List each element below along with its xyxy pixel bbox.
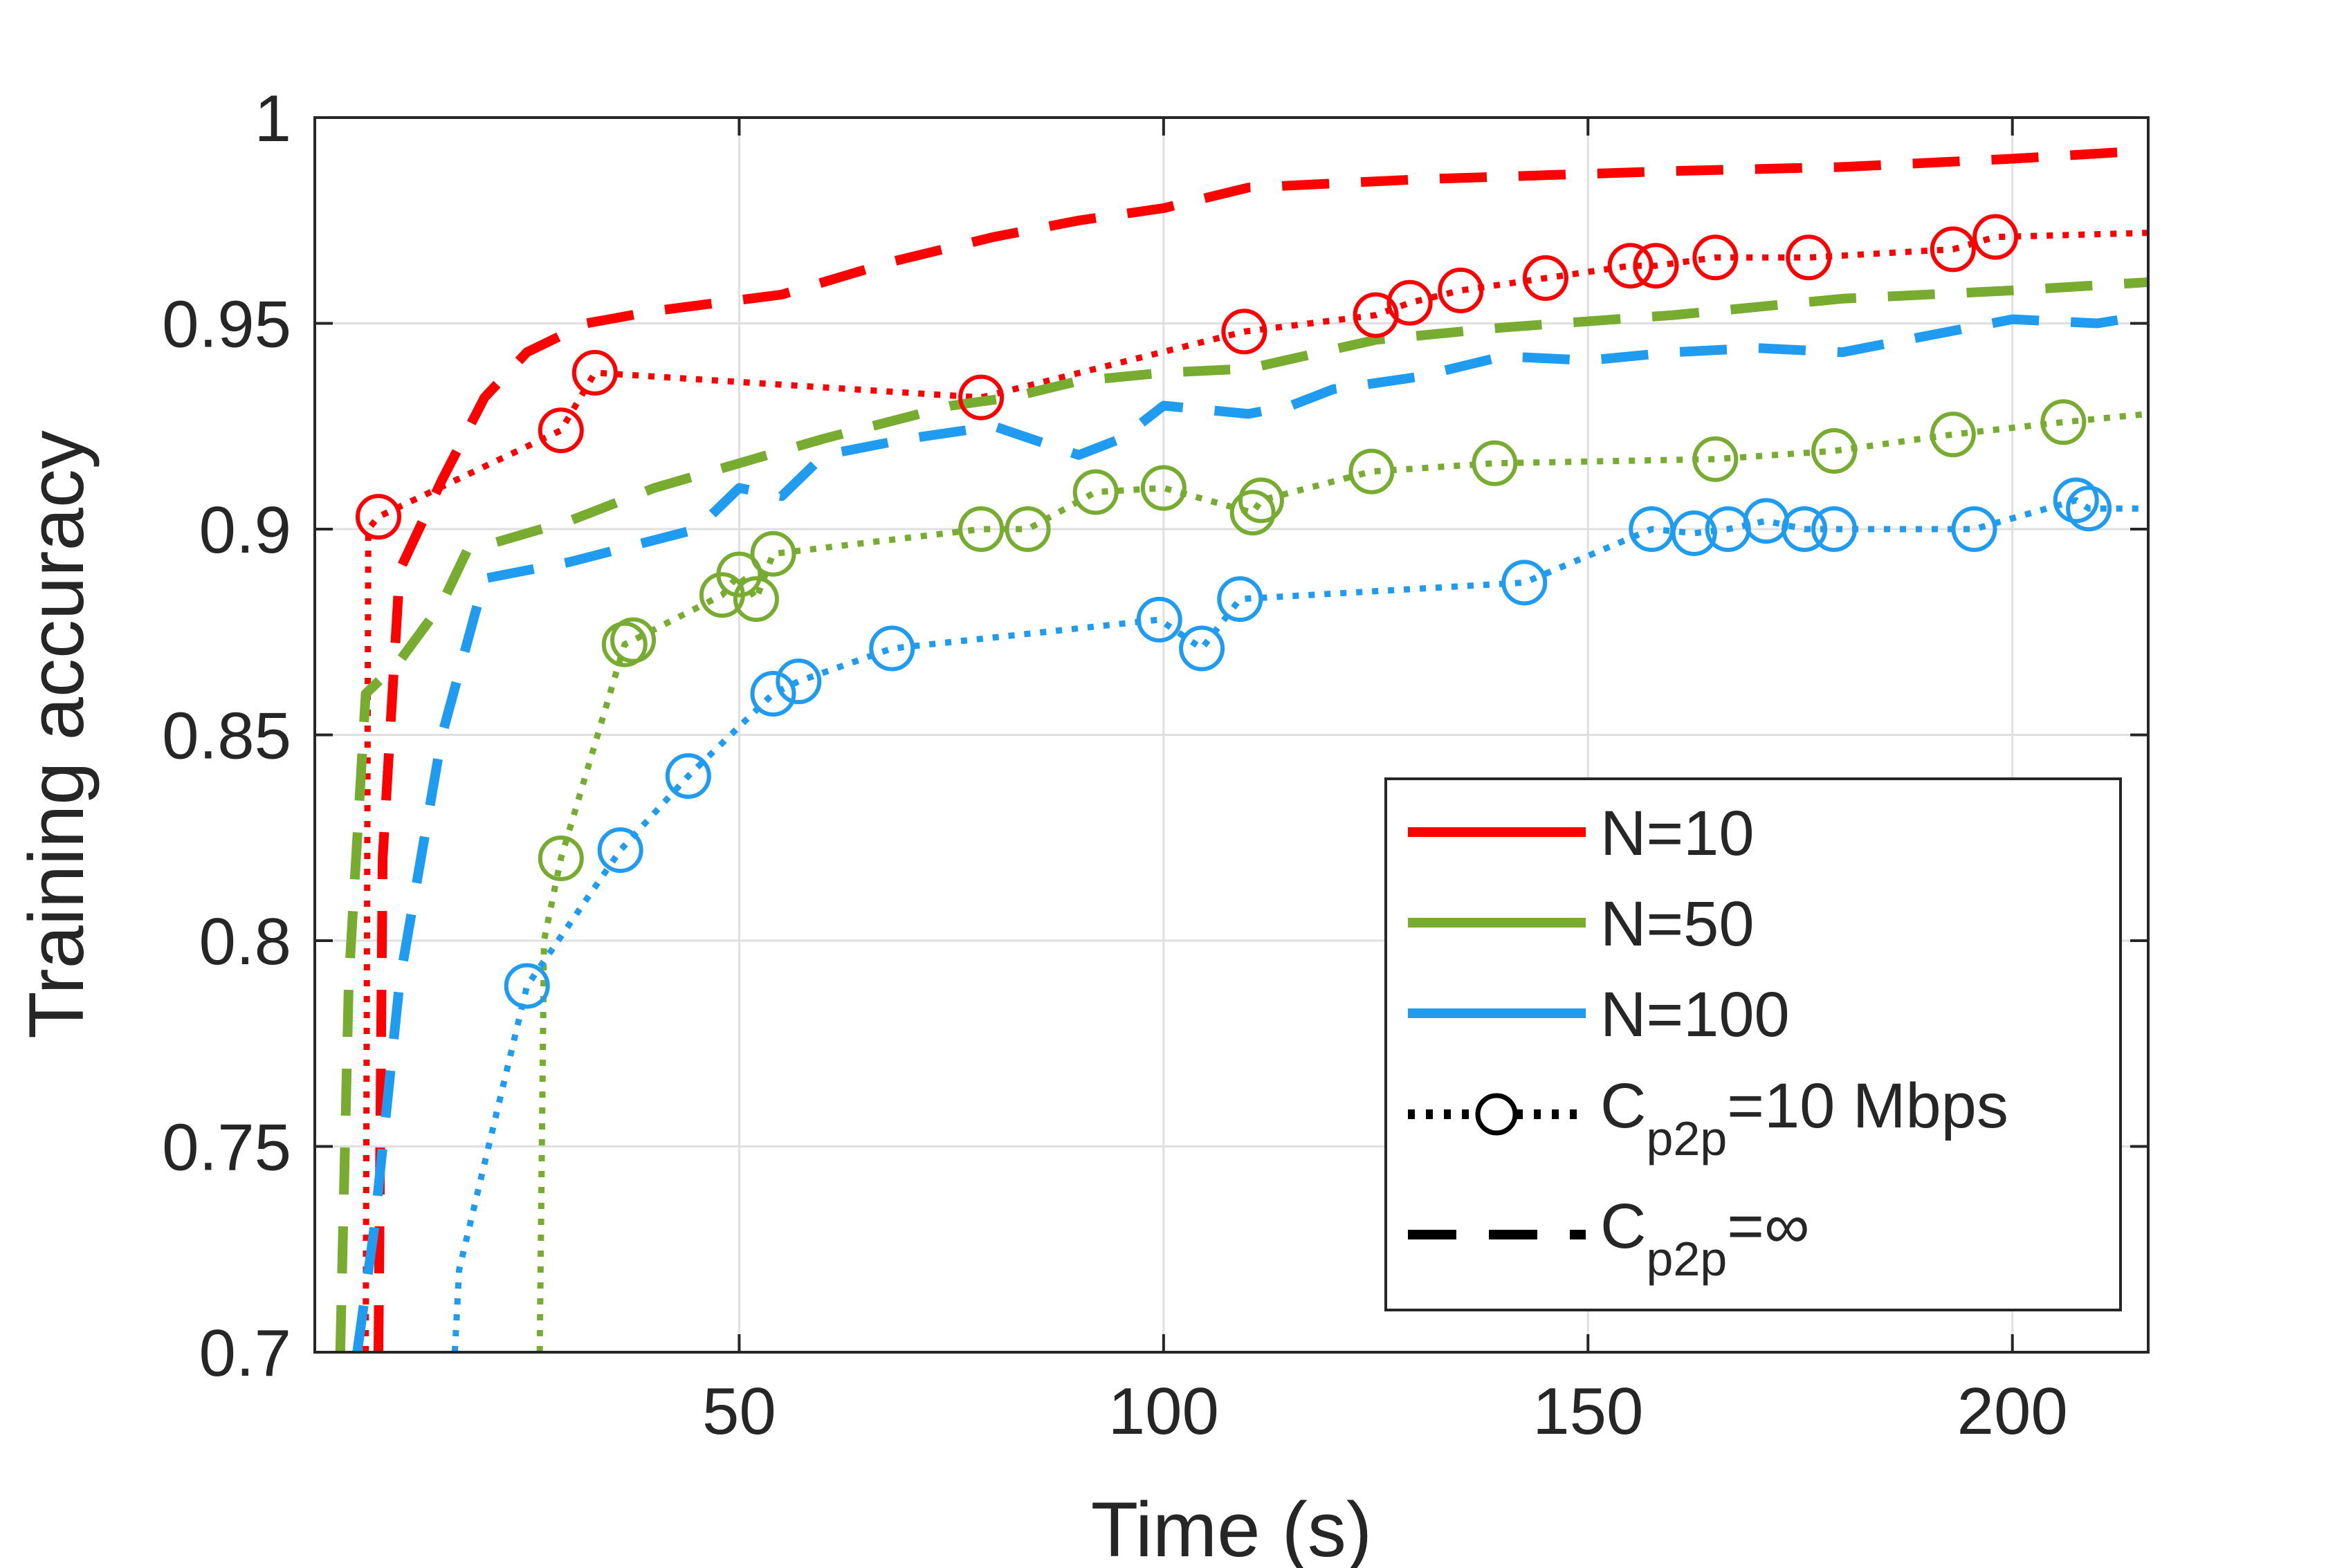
data-point-marker [1951, 506, 1997, 552]
y-tick-label: 0.95 [162, 288, 291, 362]
data-point-marker [538, 407, 584, 454]
data-point-marker [597, 827, 643, 874]
legend-label-cp2p-inf: Cp2p=∞ [1600, 1191, 1810, 1286]
legend-cp2p-inf-c: C [1600, 1191, 1646, 1262]
data-point-marker [665, 753, 711, 799]
y-tick-label: 0.7 [199, 1316, 291, 1390]
series-line-3 [536, 410, 2148, 1352]
data-point-marker [1229, 490, 1276, 536]
y-tick-label: 0.8 [199, 905, 291, 979]
legend-label-cp2p-10mbps: Cp2p=10 Mbps [1600, 1071, 2008, 1165]
legend-box [1384, 777, 2122, 1311]
data-point-marker [2053, 477, 2099, 524]
data-point-marker [1692, 436, 1739, 482]
data-point-marker [1136, 596, 1182, 643]
data-point-marker [571, 349, 618, 396]
data-point-marker [1217, 576, 1263, 622]
data-point-marker [1072, 469, 1119, 515]
legend-cp2p-10-suffix: =10 Mbps [1727, 1071, 2008, 1141]
series-line-0 [374, 145, 2148, 1352]
legend-cp2p-inf-sub: p2p [1646, 1232, 1727, 1286]
data-point-marker [1179, 625, 1225, 672]
x-axis-label: Time (s) [1091, 1486, 1372, 1568]
data-point-marker [1786, 234, 1832, 281]
series-lines [335, 145, 2148, 1352]
data-point-marker [1348, 448, 1395, 495]
data-point-marker [1472, 440, 1518, 486]
y-tick-label: 1 [255, 82, 291, 156]
series-line-1 [363, 230, 2148, 1352]
data-point-marker [1972, 214, 2019, 260]
data-point-marker [1438, 267, 1484, 313]
series-line-4 [352, 310, 2148, 1352]
data-point-marker [504, 963, 550, 1009]
data-point-marker [1692, 234, 1739, 281]
legend-label-n100: N=100 [1600, 979, 1790, 1050]
y-axis-label: Training accuracy [13, 430, 100, 1039]
legend: N=10 N=50 N=100 Cp2p=10 Mbps Cp2p=∞ [1384, 777, 2122, 1311]
legend-cp2p-10-sub: p2p [1646, 1112, 1727, 1165]
data-point-marker [1633, 243, 1679, 289]
legend-swatch-circle-marker [1475, 1093, 1518, 1136]
data-point-marker [1930, 226, 1976, 273]
data-point-marker [750, 671, 796, 717]
data-point-marker [750, 531, 796, 577]
data-point-marker [1930, 412, 1976, 458]
data-point-marker [538, 836, 584, 881]
data-point-marker [2066, 486, 2112, 532]
x-tick-label: 150 [1532, 1374, 1643, 1448]
series-line-2 [335, 277, 2148, 1352]
y-tick-label: 0.75 [162, 1111, 291, 1185]
data-point-marker [1782, 506, 1828, 552]
data-point-marker [610, 617, 657, 663]
x-tick-label: 50 [702, 1374, 776, 1448]
axis-ticks: 50 100 150 200 0.7 0.75 0.8 0.85 0.9 0.95 1 [162, 82, 2148, 1448]
data-point-marker [2040, 399, 2087, 445]
series-line-5 [451, 497, 2148, 1352]
legend-label-n10: N=10 [1600, 798, 1755, 869]
legend-label-n50: N=50 [1600, 889, 1755, 959]
data-point-marker [1005, 506, 1051, 552]
data-point-marker [1386, 279, 1433, 326]
x-tick-label: 100 [1108, 1374, 1219, 1448]
data-point-marker [1140, 465, 1187, 511]
data-point-marker [356, 494, 402, 540]
data-point-marker [733, 576, 779, 622]
data-point-marker [776, 658, 822, 705]
series-markers [356, 214, 2112, 1009]
data-point-marker [958, 506, 1005, 552]
data-point-marker [1811, 427, 1858, 474]
data-point-marker [1522, 255, 1568, 302]
y-tick-label: 0.85 [162, 699, 291, 773]
data-point-marker [1811, 506, 1858, 552]
data-point-marker [1221, 308, 1267, 355]
data-point-marker [1353, 292, 1399, 338]
x-tick-label: 200 [1957, 1374, 2068, 1448]
data-point-marker [1671, 510, 1717, 556]
legend-cp2p-inf-suffix: =∞ [1727, 1191, 1809, 1262]
data-point-marker [1607, 243, 1654, 289]
legend-cp2p-10-c: C [1600, 1071, 1646, 1141]
data-point-marker [1501, 560, 1548, 606]
data-point-marker [716, 551, 762, 598]
data-point-marker [869, 625, 915, 672]
data-point-marker [1238, 477, 1284, 524]
y-tick-label: 0.9 [199, 493, 291, 567]
data-point-marker [958, 374, 1005, 421]
data-point-marker [601, 621, 648, 667]
